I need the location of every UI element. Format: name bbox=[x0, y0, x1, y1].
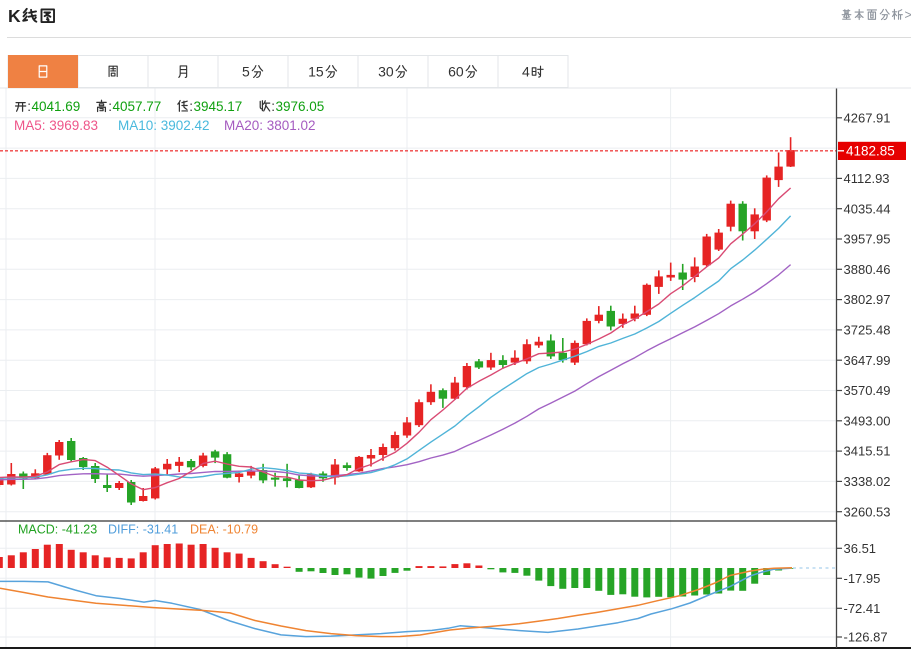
svg-text::: : bbox=[271, 99, 275, 114]
svg-text:60: 60 bbox=[448, 64, 464, 80]
svg-text:3260.53: 3260.53 bbox=[844, 504, 891, 519]
svg-text:DEA: -10.79: DEA: -10.79 bbox=[190, 523, 258, 537]
svg-text::: : bbox=[27, 99, 31, 114]
svg-text:30: 30 bbox=[378, 64, 394, 80]
svg-text:3957.95: 3957.95 bbox=[844, 232, 891, 247]
svg-text:3415.51: 3415.51 bbox=[844, 444, 891, 459]
svg-text:-126.87: -126.87 bbox=[844, 630, 888, 645]
svg-text:3802.97: 3802.97 bbox=[844, 292, 891, 307]
svg-text:MA20: 3801.02: MA20: 3801.02 bbox=[224, 118, 316, 133]
svg-text:3570.49: 3570.49 bbox=[844, 383, 891, 398]
svg-text:36.51: 36.51 bbox=[844, 541, 877, 556]
svg-text:4041.69: 4041.69 bbox=[32, 99, 81, 114]
svg-text:-72.41: -72.41 bbox=[844, 601, 881, 616]
svg-text:4057.77: 4057.77 bbox=[113, 99, 162, 114]
svg-text:>: > bbox=[905, 8, 911, 22]
svg-text:3493.00: 3493.00 bbox=[844, 413, 891, 428]
svg-text:3976.05: 3976.05 bbox=[276, 99, 325, 114]
svg-text:3725.48: 3725.48 bbox=[844, 323, 891, 338]
svg-text:15: 15 bbox=[308, 64, 324, 80]
svg-text:3880.46: 3880.46 bbox=[844, 262, 891, 277]
svg-text:3647.99: 3647.99 bbox=[844, 353, 891, 368]
svg-text:5: 5 bbox=[242, 64, 250, 80]
svg-text:-17.95: -17.95 bbox=[844, 571, 881, 586]
svg-text:4182.85: 4182.85 bbox=[846, 144, 895, 159]
svg-text:4112.93: 4112.93 bbox=[844, 171, 890, 186]
svg-text:MACD: -41.23: MACD: -41.23 bbox=[18, 523, 97, 537]
svg-text:4: 4 bbox=[522, 64, 530, 80]
svg-text::: : bbox=[108, 99, 112, 114]
svg-text:MA5: 3969.83: MA5: 3969.83 bbox=[14, 118, 98, 133]
svg-text:3338.02: 3338.02 bbox=[844, 474, 891, 489]
svg-text:DIFF: -31.41: DIFF: -31.41 bbox=[108, 523, 178, 537]
svg-text::: : bbox=[189, 99, 193, 114]
svg-text:MA10: 3902.42: MA10: 3902.42 bbox=[118, 118, 210, 133]
svg-text:3945.17: 3945.17 bbox=[194, 99, 243, 114]
svg-text:4035.44: 4035.44 bbox=[844, 201, 891, 216]
svg-text:K: K bbox=[8, 6, 21, 26]
svg-text:4267.91: 4267.91 bbox=[844, 110, 891, 125]
